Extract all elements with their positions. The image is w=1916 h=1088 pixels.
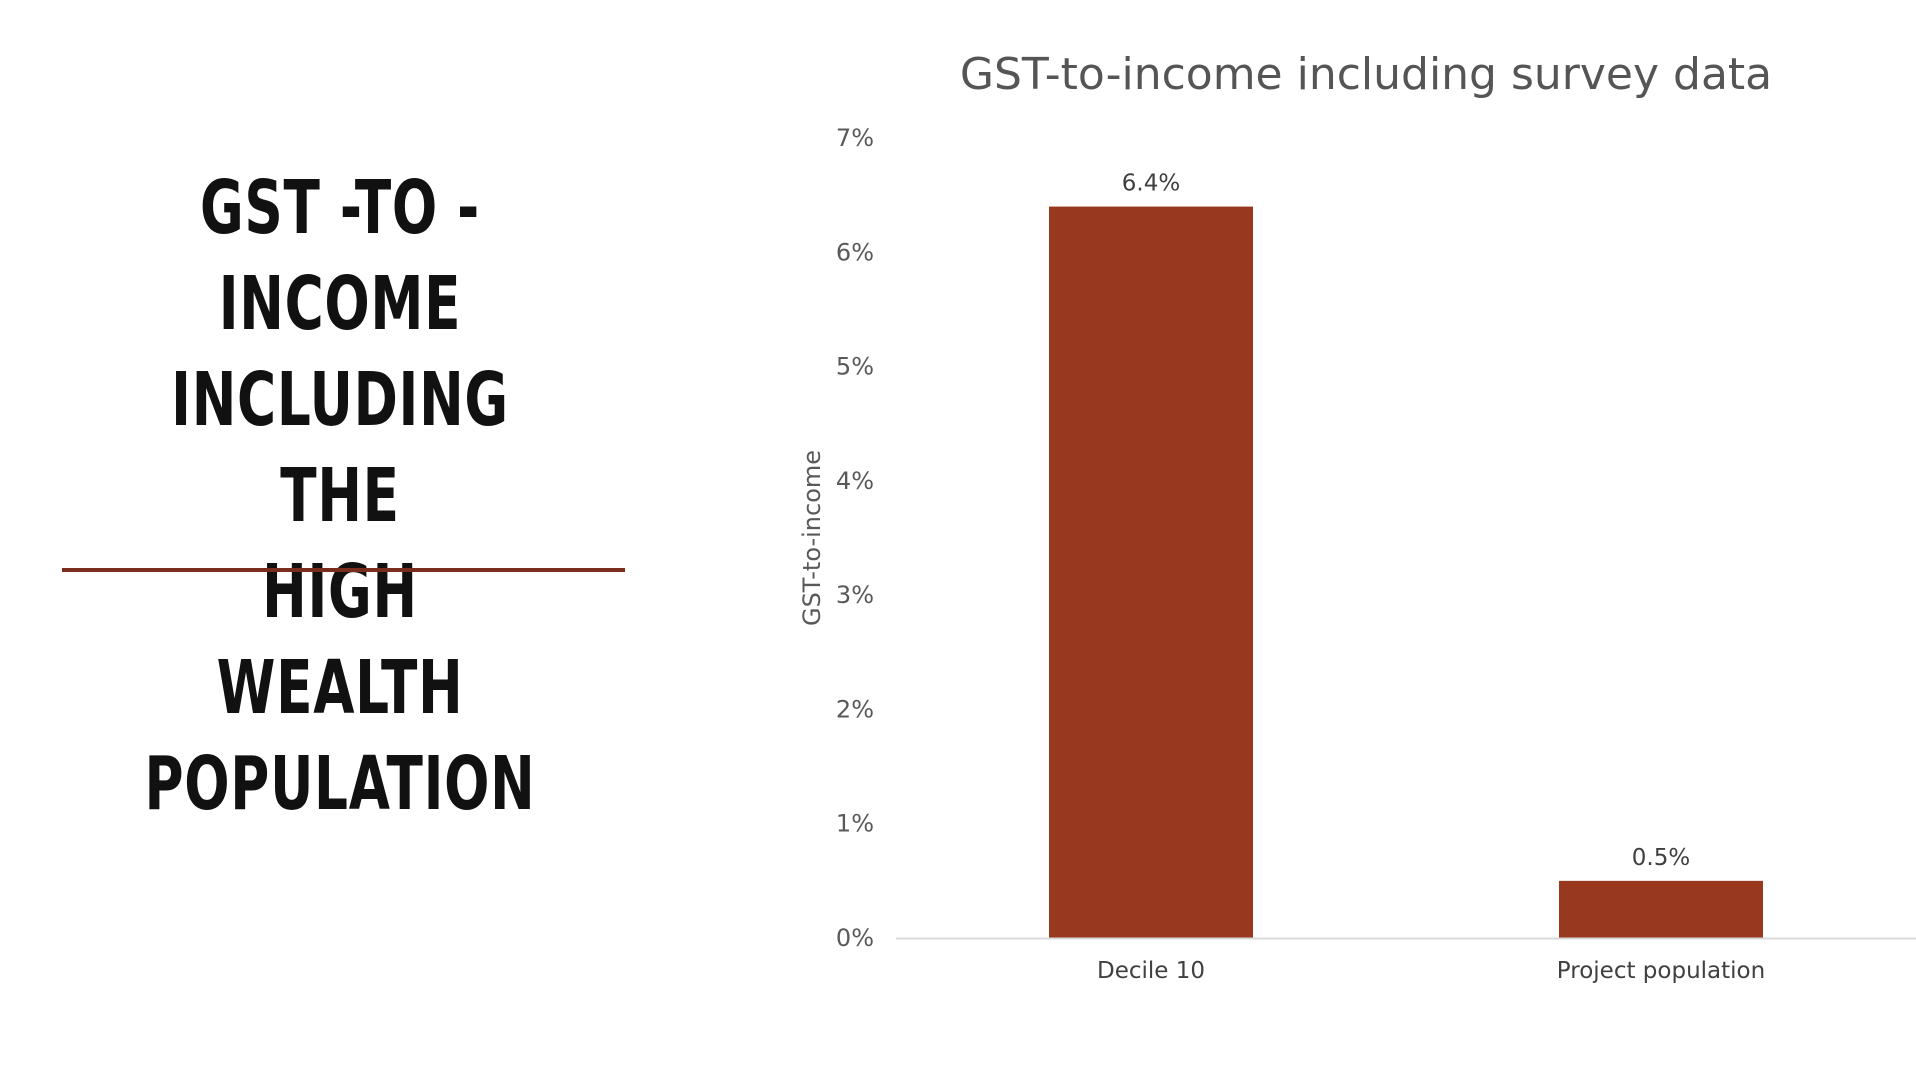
y-axis-title: GST-to-income <box>798 450 826 626</box>
category-labels: Decile 10 Project population <box>1097 958 1765 984</box>
category-label: Project population <box>1557 958 1765 984</box>
y-tick-label: 5% <box>836 353 874 381</box>
y-tick-label: 4% <box>836 467 874 495</box>
title-divider <box>62 568 625 572</box>
data-label: 0.5% <box>1632 845 1690 871</box>
y-tick-label: 2% <box>836 695 874 723</box>
slide-title-line: POPULATION <box>144 741 536 827</box>
data-label: 6.4% <box>1122 171 1180 197</box>
slide-title-line: INCLUDING THE <box>171 357 509 539</box>
y-tick-label: 7% <box>836 124 874 152</box>
chart-title: GST-to-income including survey data <box>960 49 1772 100</box>
bar-chart: GST-to-income including survey data GST-… <box>798 49 1916 984</box>
y-tick-label: 0% <box>836 924 874 952</box>
bar <box>1049 206 1253 939</box>
slide-title: GST -TO -INCOME INCLUDING THE HIGH WEALT… <box>138 160 541 832</box>
y-tick-label: 1% <box>836 810 874 838</box>
data-labels: 6.4% 0.5% <box>1122 171 1690 871</box>
y-tick-label: 3% <box>836 581 874 609</box>
bars <box>1049 206 1763 939</box>
y-tick-label: 6% <box>836 238 874 266</box>
slide-title-line: HIGH WEALTH <box>216 549 464 731</box>
slide-title-line: GST -TO -INCOME <box>199 165 481 347</box>
bar <box>1559 880 1763 938</box>
category-label: Decile 10 <box>1097 958 1205 984</box>
y-axis-ticks: 0% 1% 2% 3% 4% 5% 6% 7% <box>836 124 874 952</box>
